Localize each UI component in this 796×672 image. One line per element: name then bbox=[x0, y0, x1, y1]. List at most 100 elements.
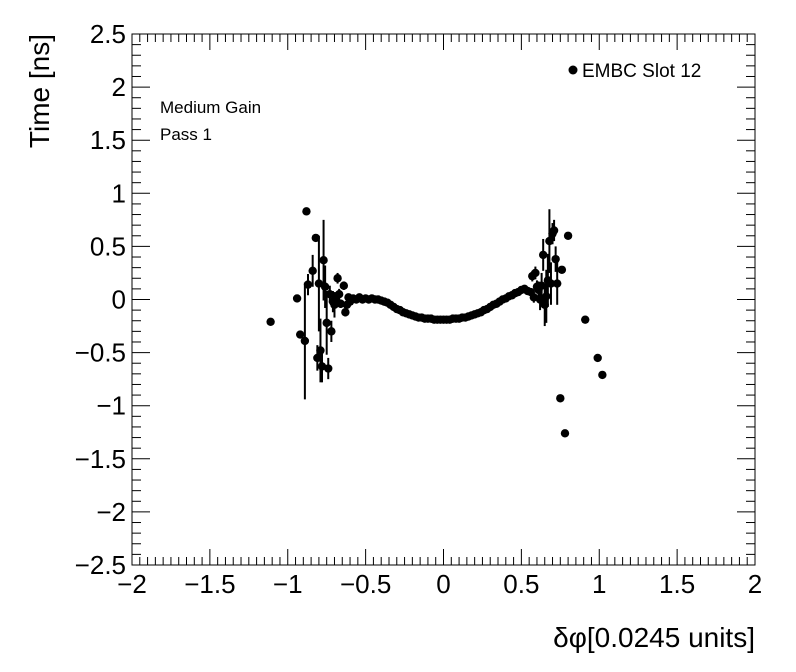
data-point bbox=[581, 315, 590, 324]
point-marker bbox=[303, 280, 313, 289]
y-tick-label: −0.5 bbox=[75, 338, 126, 368]
legend-label: EMBC Slot 12 bbox=[582, 61, 701, 82]
data-point bbox=[316, 318, 325, 383]
data-point bbox=[324, 357, 333, 380]
x-tick-label: 1 bbox=[592, 569, 606, 599]
y-tick-label: −2.5 bbox=[75, 550, 126, 580]
x-tick-label: −0.5 bbox=[340, 569, 391, 599]
data-point bbox=[333, 272, 342, 284]
point-marker bbox=[538, 250, 548, 260]
point-marker bbox=[545, 236, 554, 246]
x-tick-label: 2 bbox=[748, 569, 762, 599]
data-point bbox=[556, 394, 565, 403]
point-marker bbox=[296, 330, 305, 339]
data-points bbox=[266, 207, 607, 438]
point-marker bbox=[320, 282, 330, 291]
y-tick-labels: −2.5 −2 −1.5 −1 −0.5 0 0.5 1 1.5 2 2.5 bbox=[75, 19, 126, 580]
point-marker bbox=[313, 353, 322, 363]
point-marker bbox=[537, 281, 546, 290]
data-point bbox=[302, 207, 311, 216]
point-marker bbox=[556, 394, 565, 403]
data-point bbox=[593, 353, 602, 363]
x-axis-title: δφ[0.0245 units] bbox=[553, 622, 755, 653]
y-tick-label: 2 bbox=[112, 72, 126, 102]
point-marker bbox=[316, 346, 325, 355]
data-point bbox=[549, 219, 559, 242]
data-point bbox=[292, 294, 302, 303]
point-marker bbox=[333, 274, 342, 283]
point-marker bbox=[334, 289, 344, 299]
ticks-layer bbox=[131, 33, 756, 566]
point-marker bbox=[327, 327, 336, 336]
x-tick-label: −2 bbox=[117, 569, 147, 599]
data-point bbox=[538, 238, 548, 271]
x-tick-label: −1.5 bbox=[184, 569, 235, 599]
point-marker bbox=[557, 265, 567, 274]
point-marker bbox=[546, 279, 556, 288]
y-axis-title: Time [ns] bbox=[24, 34, 55, 148]
data-point bbox=[327, 320, 336, 342]
data-point bbox=[322, 291, 331, 355]
point-marker bbox=[551, 254, 560, 264]
point-marker bbox=[339, 281, 349, 290]
point-marker bbox=[302, 207, 311, 216]
point-marker bbox=[300, 336, 310, 346]
y-tick-label: −2 bbox=[96, 497, 126, 527]
point-marker bbox=[531, 268, 540, 278]
data-point bbox=[314, 235, 324, 332]
data-point bbox=[598, 370, 607, 380]
point-marker bbox=[292, 294, 302, 303]
data-point bbox=[300, 282, 310, 400]
point-marker bbox=[560, 429, 570, 438]
data-point bbox=[537, 272, 546, 299]
point-marker bbox=[314, 279, 324, 288]
data-point bbox=[551, 246, 560, 272]
y-tick-label: −1.5 bbox=[75, 444, 126, 474]
y-tick-label: 1 bbox=[112, 178, 126, 208]
y-tick-label: −1 bbox=[96, 391, 126, 421]
x-tick-label: 0.5 bbox=[503, 569, 539, 599]
y-tick-label: 0 bbox=[112, 285, 126, 315]
data-point bbox=[308, 254, 317, 287]
x-tick-labels: −2 −1.5 −1 −0.5 0 0.5 1 1.5 2 bbox=[117, 569, 762, 599]
data-point bbox=[266, 317, 275, 327]
y-tick-label: 1.5 bbox=[90, 125, 126, 155]
data-point bbox=[557, 265, 567, 274]
point-marker bbox=[593, 353, 602, 363]
point-marker bbox=[552, 279, 562, 288]
data-point bbox=[339, 281, 349, 290]
data-point bbox=[311, 233, 320, 243]
data-point bbox=[552, 262, 562, 305]
y-tick-label: 2.5 bbox=[90, 19, 126, 49]
data-point bbox=[334, 288, 344, 300]
data-point bbox=[560, 429, 570, 438]
point-marker bbox=[325, 289, 335, 299]
point-marker bbox=[324, 364, 333, 373]
data-point bbox=[531, 266, 540, 280]
annotation-pass: Pass 1 bbox=[160, 125, 212, 144]
x-tick-label: 0 bbox=[436, 569, 450, 599]
point-marker bbox=[542, 292, 551, 301]
x-tick-label: −1 bbox=[273, 569, 303, 599]
annotation-medium-gain: Medium Gain bbox=[160, 98, 261, 117]
point-marker bbox=[581, 315, 590, 324]
point-marker bbox=[336, 299, 345, 308]
point-marker bbox=[308, 266, 317, 276]
point-marker bbox=[341, 308, 350, 317]
y-tick-label: 0.5 bbox=[90, 231, 126, 261]
data-point bbox=[296, 330, 305, 339]
point-marker bbox=[549, 226, 559, 235]
point-marker bbox=[311, 233, 320, 243]
data-point bbox=[546, 262, 556, 305]
data-point bbox=[303, 274, 313, 296]
point-marker bbox=[322, 318, 331, 328]
data-point bbox=[341, 307, 350, 317]
data-point bbox=[563, 231, 573, 240]
data-point bbox=[545, 209, 554, 273]
point-marker bbox=[598, 370, 607, 380]
point-marker bbox=[319, 256, 328, 265]
point-marker bbox=[266, 317, 275, 327]
data-point bbox=[320, 265, 330, 308]
legend-marker bbox=[568, 65, 578, 75]
